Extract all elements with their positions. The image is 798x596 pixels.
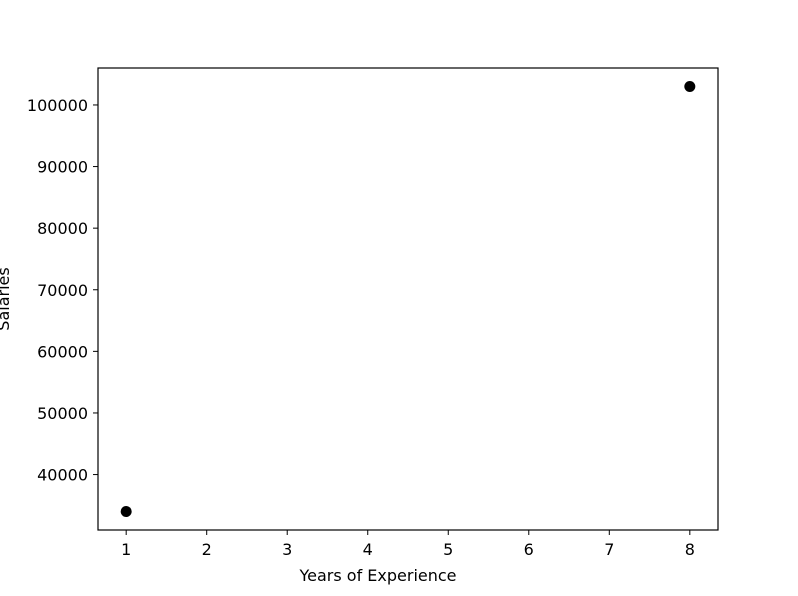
points-layer: [120, 80, 696, 518]
y-axis-label: Salaries: [0, 267, 13, 330]
x-tick-label: 8: [685, 540, 695, 559]
y-tick-label: 80000: [37, 219, 88, 238]
x-tick-label: 1: [121, 540, 131, 559]
scatter-point: [120, 506, 132, 518]
x-tick-label: 3: [282, 540, 292, 559]
scatter-point: [684, 80, 696, 92]
y-tick-label: 70000: [37, 281, 88, 300]
y-tick-label: 50000: [37, 404, 88, 423]
x-tick-label: 5: [443, 540, 453, 559]
x-tick-label: 7: [604, 540, 614, 559]
y-tick-label: 100000: [27, 96, 88, 115]
x-tick-label: 6: [524, 540, 534, 559]
x-tick-label: 4: [363, 540, 373, 559]
y-tick-label: 90000: [37, 158, 88, 177]
y-tick-label: 40000: [37, 466, 88, 485]
x-axis-label: Years of Experience: [298, 566, 456, 585]
y-tick-label: 60000: [37, 342, 88, 361]
ticks-layer: 1 2 3 4 5 6 7 8 40000 50000 60000 70000 80000 90000 10…: [27, 96, 695, 559]
x-tick-label: 2: [202, 540, 212, 559]
plot-area-frame: [97, 67, 719, 531]
